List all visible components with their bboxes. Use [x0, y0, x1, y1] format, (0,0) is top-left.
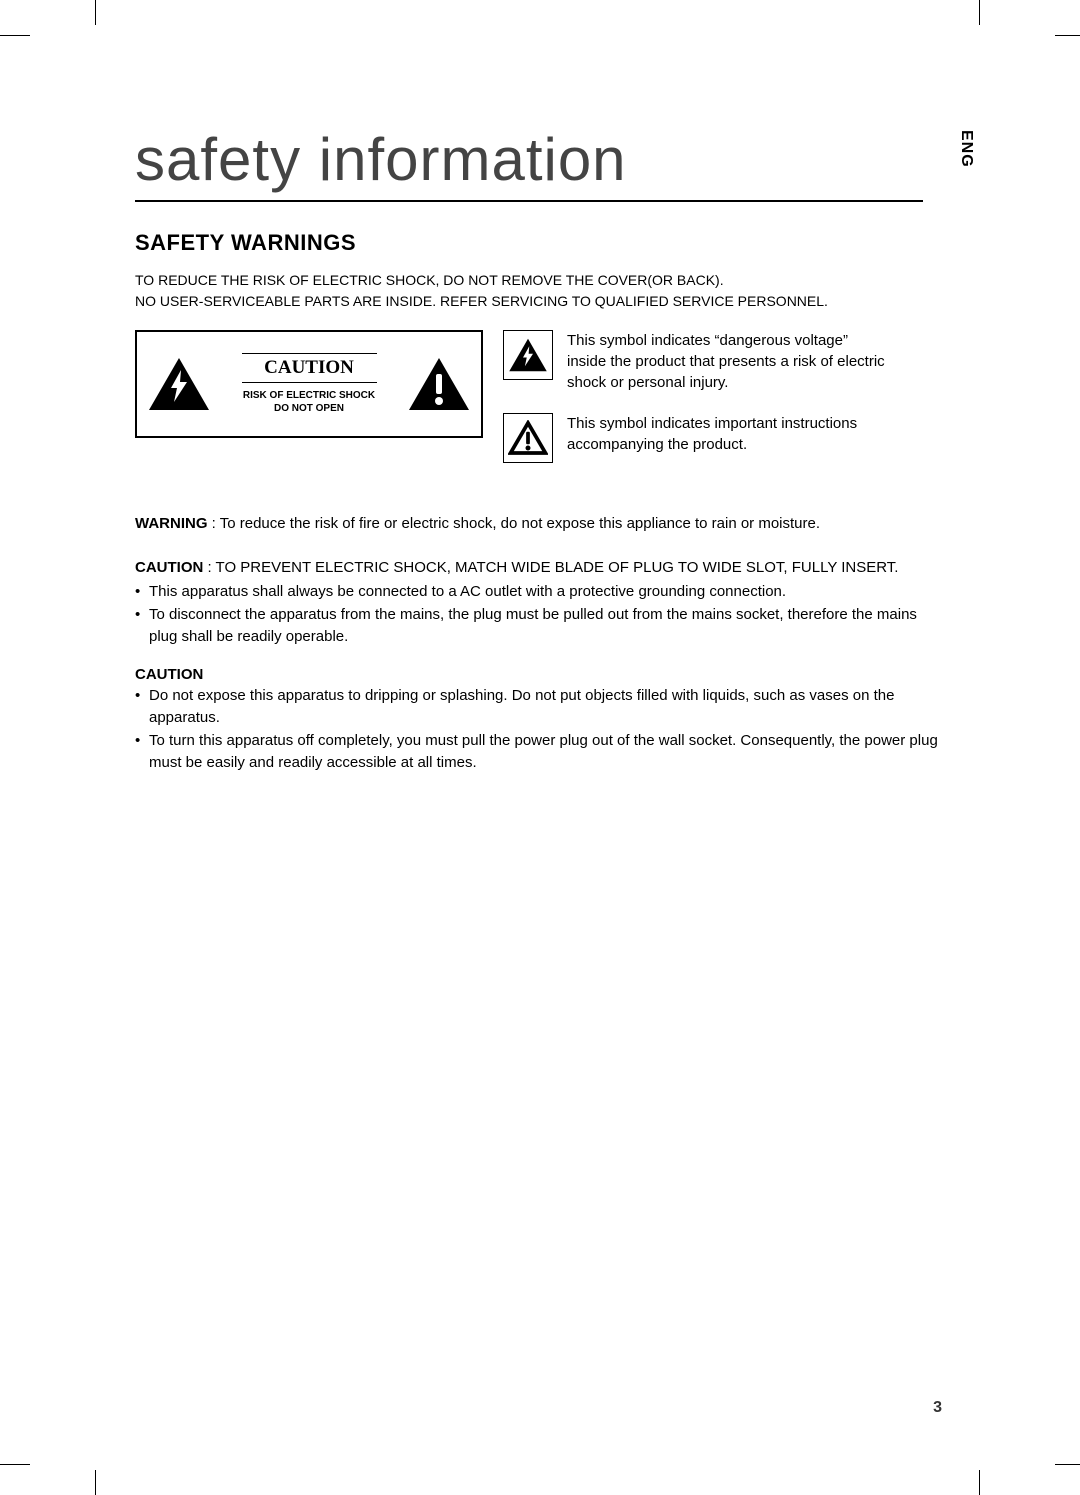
bullet-list: Do not expose this apparatus to dripping…: [135, 685, 945, 774]
page-number: 3: [933, 1399, 942, 1417]
section-heading: SAFETY WARNINGS: [135, 230, 945, 256]
symbol-box: [503, 330, 553, 380]
symbol-row: This symbol indicates “dangerous voltage…: [503, 330, 887, 393]
symbol-exclaim-text: This symbol indicates important instruct…: [567, 413, 887, 455]
bullet-list: This apparatus shall always be connected…: [135, 581, 945, 648]
symbol-voltage-text: This symbol indicates “dangerous voltage…: [567, 330, 887, 393]
list-item: This apparatus shall always be connected…: [135, 581, 945, 603]
list-item: To turn this apparatus off completely, y…: [135, 730, 945, 774]
warning-paragraph: WARNING : To reduce the risk of fire or …: [135, 513, 945, 535]
caution-label: CAUTION: [135, 559, 203, 576]
symbol-explanations: This symbol indicates “dangerous voltage…: [503, 330, 887, 463]
lightning-triangle-icon: [147, 356, 211, 412]
caution-label: CAUTION: [242, 353, 377, 383]
caution-center: CAUTION RISK OF ELECTRIC SHOCK DO NOT OP…: [211, 353, 407, 415]
caution-block: CAUTION : TO PREVENT ELECTRIC SHOCK, MAT…: [135, 557, 945, 648]
exclaim-triangle-icon: [508, 420, 548, 456]
lightning-triangle-icon: [508, 337, 548, 373]
caution-heading: CAUTION: [135, 666, 945, 683]
caution-box: CAUTION RISK OF ELECTRIC SHOCK DO NOT OP…: [135, 330, 483, 438]
intro-text: TO REDUCE THE RISK OF ELECTRIC SHOCK, DO…: [135, 270, 945, 312]
language-tab: ENG: [957, 130, 975, 168]
page-title: safety information: [135, 125, 923, 202]
caution-sub-line: RISK OF ELECTRIC SHOCK: [211, 389, 407, 402]
warning-text: : To reduce the risk of fire or electric…: [208, 515, 821, 532]
page-content: safety information SAFETY WARNINGS TO RE…: [135, 125, 945, 792]
list-item: To disconnect the apparatus from the mai…: [135, 604, 945, 648]
intro-line: NO USER-SERVICEABLE PARTS ARE INSIDE. RE…: [135, 291, 945, 312]
symbol-row: This symbol indicates important instruct…: [503, 413, 887, 463]
symbol-box: [503, 413, 553, 463]
caution-sub-line: DO NOT OPEN: [211, 402, 407, 415]
caution-text: : TO PREVENT ELECTRIC SHOCK, MATCH WIDE …: [203, 559, 898, 576]
caution-block-2: CAUTION Do not expose this apparatus to …: [135, 666, 945, 774]
warning-symbol-row: CAUTION RISK OF ELECTRIC SHOCK DO NOT OP…: [135, 330, 945, 463]
warning-label: WARNING: [135, 515, 208, 532]
intro-line: TO REDUCE THE RISK OF ELECTRIC SHOCK, DO…: [135, 270, 945, 291]
caution-paragraph: CAUTION : TO PREVENT ELECTRIC SHOCK, MAT…: [135, 557, 945, 579]
list-item: Do not expose this apparatus to dripping…: [135, 685, 945, 729]
exclaim-triangle-icon: [407, 356, 471, 412]
